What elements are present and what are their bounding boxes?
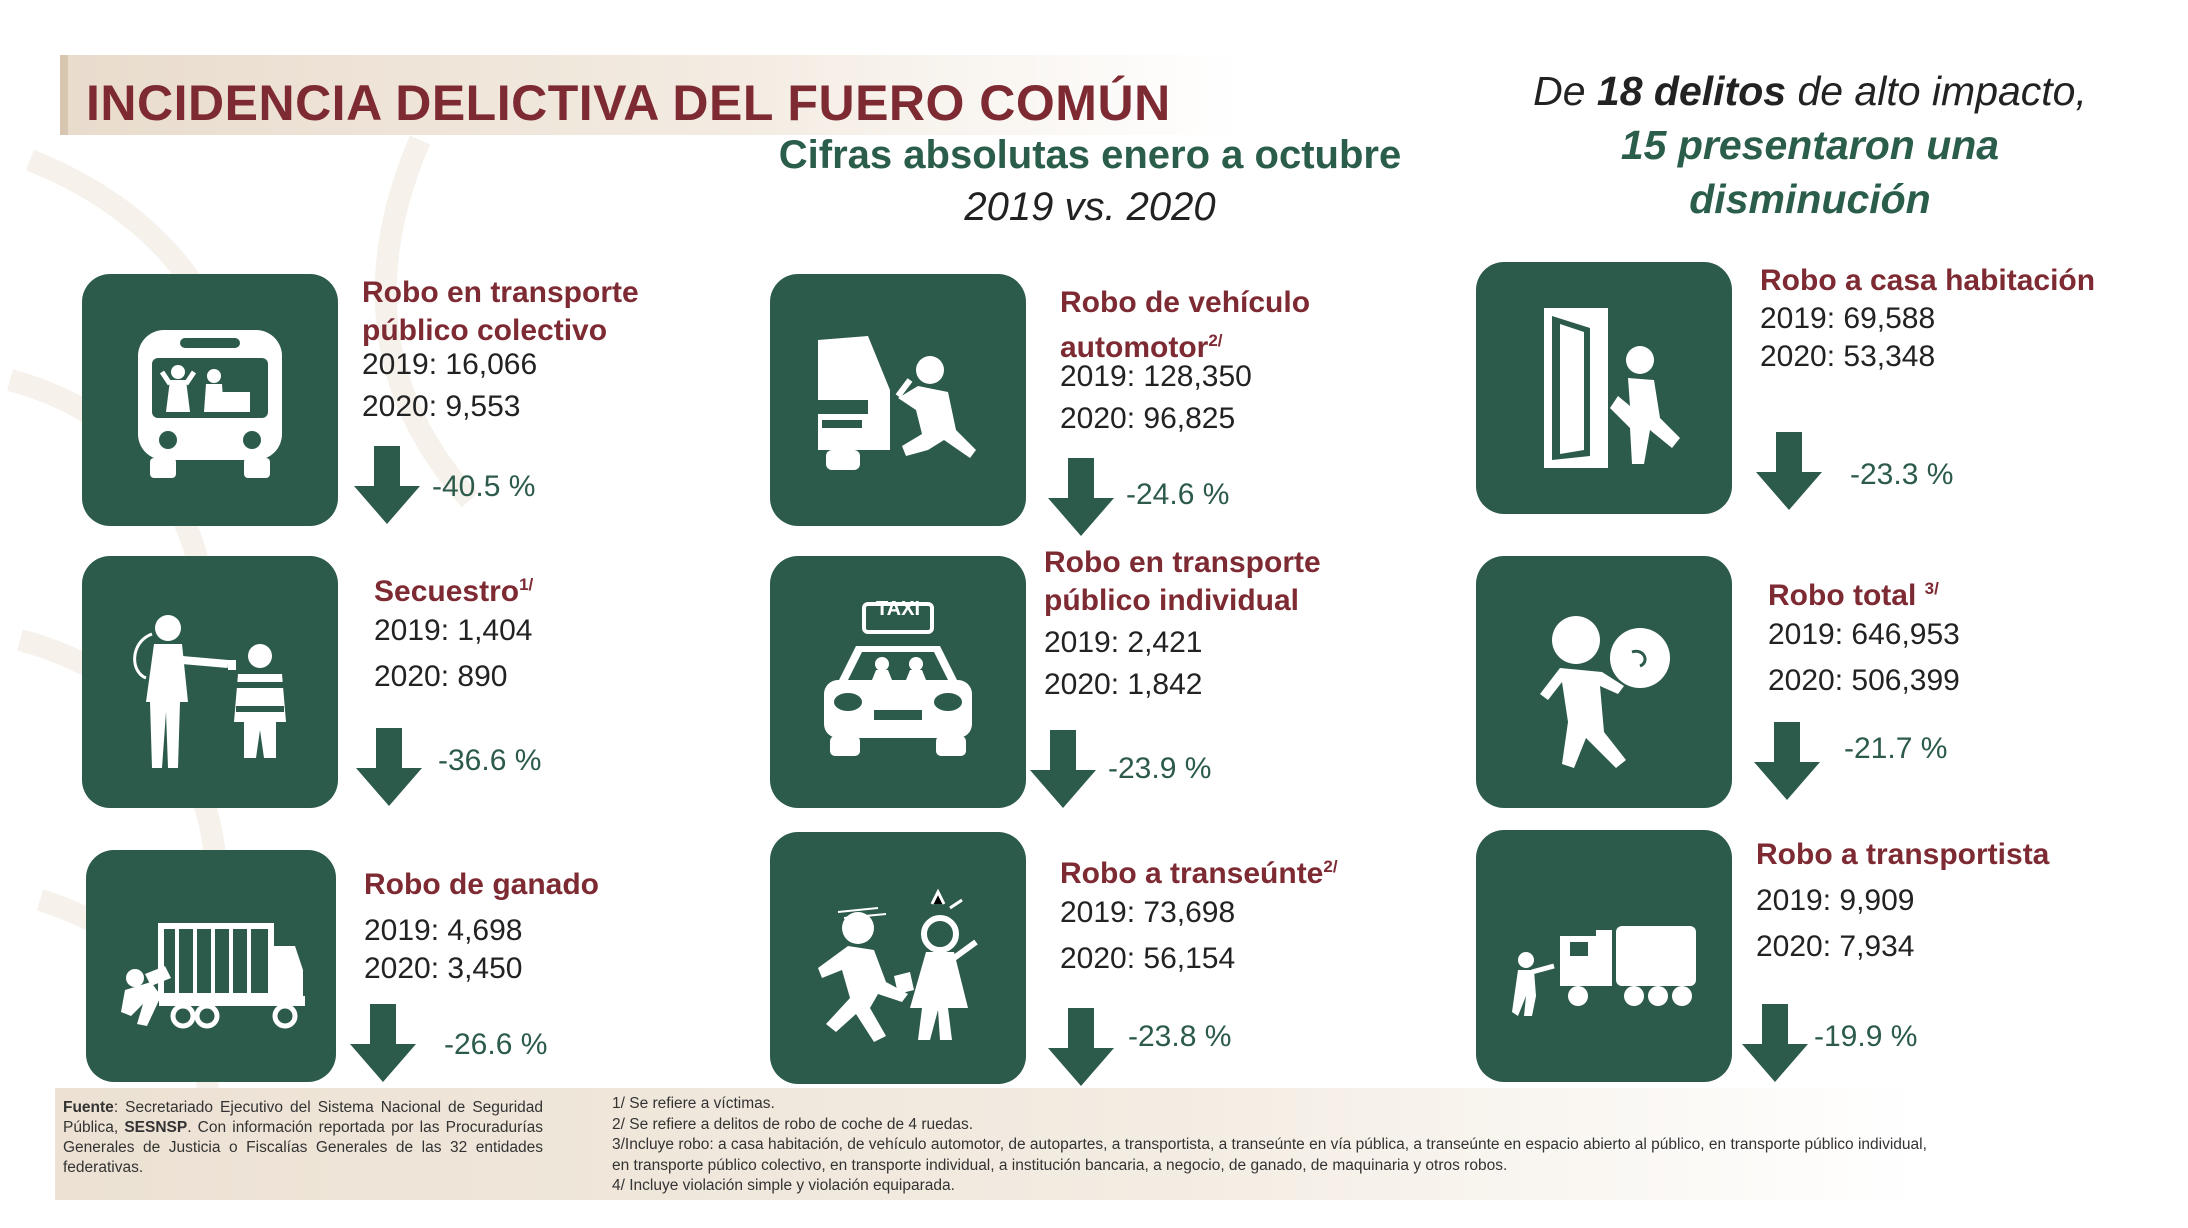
value-2019: 2019: 4,698 <box>364 914 523 947</box>
title-band <box>60 55 1240 135</box>
card-title: Secuestro1/ <box>374 575 534 608</box>
arrow-down-icon <box>1046 458 1116 538</box>
value-2020: 2020: 9,553 <box>362 390 521 423</box>
value-2019: 2019: 69,588 <box>1760 302 1936 335</box>
card-robo-transporte-publico-individual: TAXI Robo en transporte público individua… <box>770 546 1450 826</box>
card-title: Robo a transeúnte2/ <box>1060 857 1338 890</box>
card-title: Robo a casa habitación <box>1760 264 2096 297</box>
card-title: Robo de vehículo automotor2/ <box>1060 286 1311 364</box>
card-robo-transporte-publico-colectivo: Robo en transporte público colectivo 2019… <box>82 274 762 544</box>
value-2019: 2019: 1,404 <box>374 614 533 647</box>
pedestrian-robbery-icon <box>770 832 1026 1084</box>
value-2019: 2019: 2,421 <box>1044 626 1203 659</box>
arrow-down-icon <box>1754 432 1824 512</box>
value-2019: 2019: 128,350 <box>1060 360 1252 393</box>
page-title: INCIDENCIA DELICTIVA DEL FUERO COMÚN <box>86 75 1171 131</box>
arrow-down-icon <box>1752 722 1822 802</box>
percent-change: -26.6 % <box>444 1028 548 1061</box>
arrow-down-icon <box>1046 1008 1116 1088</box>
percent-change: -24.6 % <box>1126 478 1230 511</box>
value-2019: 2019: 73,698 <box>1060 896 1236 929</box>
card-robo-casa-habitacion: Robo a casa habitación 2019: 69,588 2020… <box>1476 262 2156 532</box>
value-2019: 2019: 9,909 <box>1756 884 1915 917</box>
card-robo-total: Robo total 3/ 2019: 646,953 2020: 506,39… <box>1476 556 2156 826</box>
headline-pre: De <box>1533 68 1597 114</box>
footnotes: 1/ Se refiere a víctimas. 2/ Se refiere … <box>612 1094 2152 1197</box>
arrow-down-icon <box>1028 730 1098 810</box>
footnote: 1/ Se refiere a víctimas. <box>612 1095 775 1112</box>
house-break-in-icon <box>1476 262 1732 514</box>
bus-icon <box>82 274 338 526</box>
arrow-down-icon <box>352 446 422 526</box>
arrow-down-icon <box>354 728 424 808</box>
source-note: Fuente: Secretariado Ejecutivo del Siste… <box>63 1099 543 1176</box>
kidnapping-icon <box>82 556 338 808</box>
page-subtitle-years: 2019 vs. 2020 <box>964 185 1216 229</box>
percent-change: -23.9 % <box>1108 752 1212 785</box>
car-theft-icon <box>770 274 1026 526</box>
card-robo-transeunte: Robo a transeúnte2/ 2019: 73,698 2020: 5… <box>770 832 1450 1102</box>
value-2020: 2020: 890 <box>374 660 508 693</box>
percent-change: -36.6 % <box>438 744 542 777</box>
headline-green-2: disminución <box>1689 176 1931 222</box>
card-title: Robo de ganado <box>364 868 599 901</box>
value-2020: 2020: 96,825 <box>1060 402 1236 435</box>
livestock-truck-icon <box>86 850 336 1082</box>
footnote: en transporte público colectivo, en tran… <box>612 1156 1508 1174</box>
value-2019: 2019: 646,953 <box>1768 618 1960 651</box>
value-2020: 2020: 1,842 <box>1044 668 1203 701</box>
value-2020: 2020: 3,450 <box>364 952 523 985</box>
card-title: Robo en transporte público individual <box>1044 546 1321 617</box>
card-robo-vehiculo-automotor: Robo de vehículo automotor2/ 2019: 128,35… <box>770 274 1450 544</box>
value-2020: 2020: 506,399 <box>1768 664 1960 697</box>
percent-change: -23.8 % <box>1128 1020 1232 1053</box>
footnote: 2/ Se refiere a delitos de robo de coche… <box>612 1115 974 1133</box>
thief-bag-icon <box>1476 556 1732 808</box>
value-2020: 2020: 53,348 <box>1760 340 1936 373</box>
value-2020: 2020: 56,154 <box>1060 942 1236 975</box>
footnote: 4/ Incluye violación simple y violación … <box>612 1177 955 1194</box>
page-subtitle: Cifras absolutas enero a octubre <box>778 133 1402 177</box>
headline-green-1: 15 presentaron una <box>1620 122 2000 168</box>
taxi-sign-label: TAXI <box>875 598 921 620</box>
card-robo-ganado: Robo de ganado 2019: 4,698 2020: 3,450 -… <box>86 850 766 1120</box>
percent-change: -40.5 % <box>432 470 536 503</box>
headline-bold: 18 delitos <box>1596 68 1787 114</box>
percent-change: -21.7 % <box>1844 732 1948 765</box>
arrow-down-icon <box>1740 1004 1810 1084</box>
footer-band <box>55 1088 1915 1200</box>
card-title: Robo a transportista <box>1756 838 2050 871</box>
headline-post: de alto impacto, <box>1786 68 2087 114</box>
percent-change: -23.3 % <box>1850 458 1954 491</box>
taxi-icon: TAXI <box>770 556 1026 808</box>
value-2019: 2019: 16,066 <box>362 348 538 381</box>
card-secuestro: Secuestro1/ 2019: 1,404 2020: 890 -36.6 … <box>82 556 762 826</box>
footnote: 3/Incluye robo: a casa habitación, de ve… <box>612 1136 1927 1153</box>
card-title: Robo total 3/ <box>1768 579 1939 612</box>
card-title: Robo en transporte público colectivo <box>362 276 639 347</box>
headline: De 18 delitos de alto impacto, 15 presen… <box>1470 64 2150 226</box>
percent-change: -19.9 % <box>1814 1020 1918 1053</box>
arrow-down-icon <box>348 1004 418 1084</box>
card-robo-transportista: Robo a transportista 2019: 9,909 2020: 7… <box>1476 830 2156 1100</box>
truck-robbery-icon <box>1476 830 1732 1082</box>
value-2020: 2020: 7,934 <box>1756 930 1915 963</box>
